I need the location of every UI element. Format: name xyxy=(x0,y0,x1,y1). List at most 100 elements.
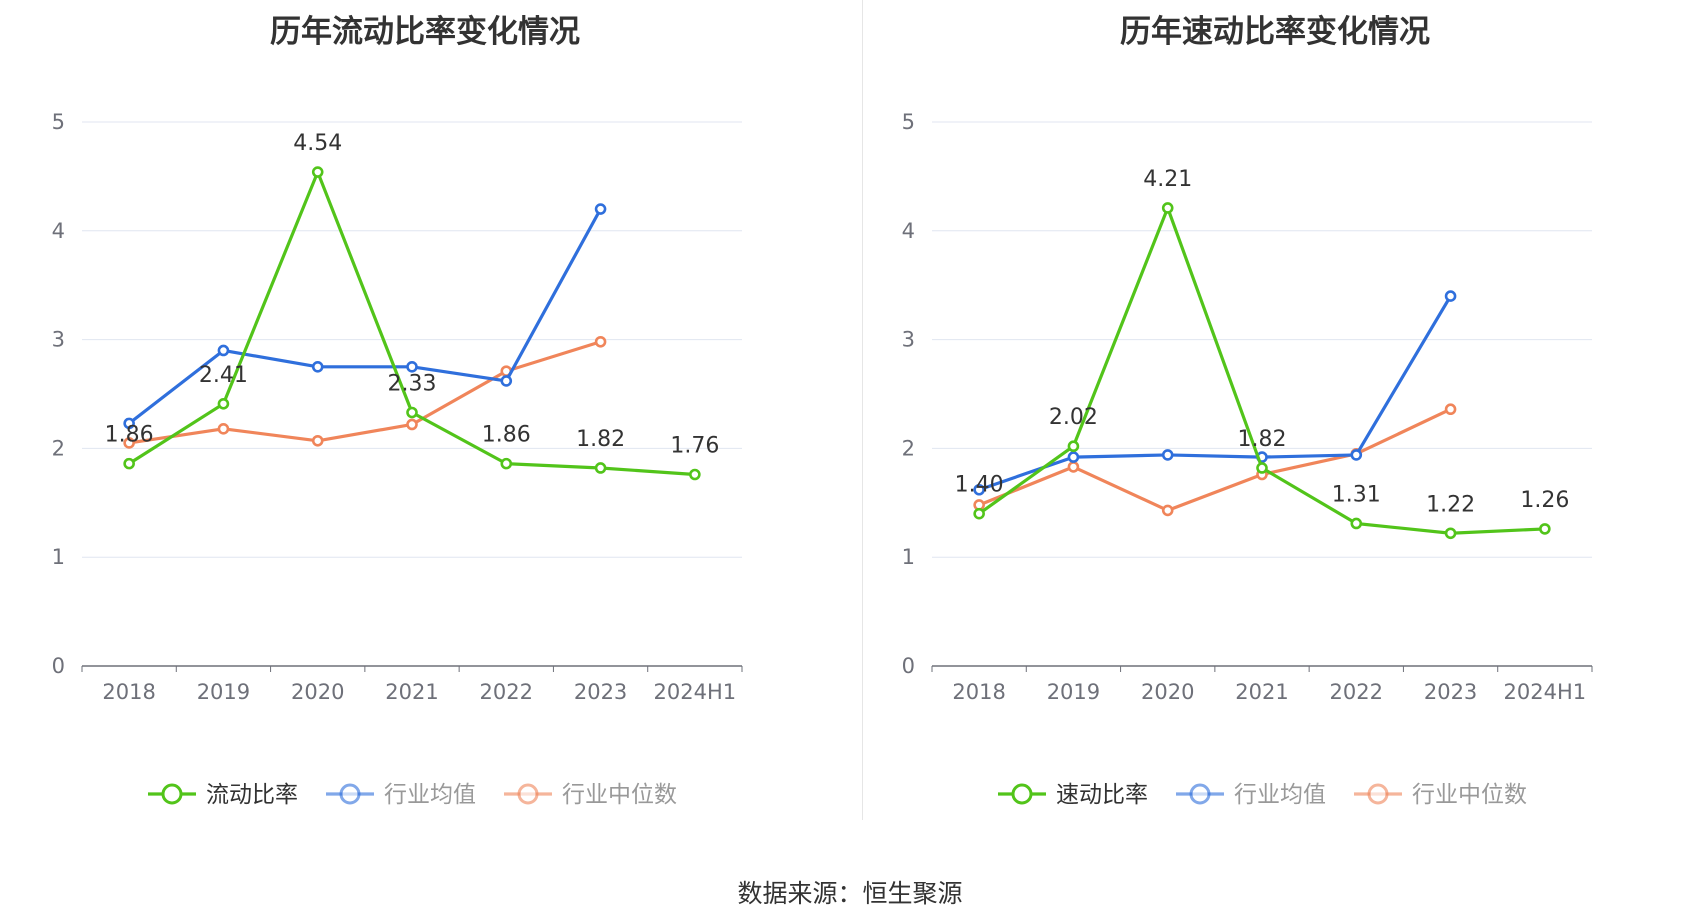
legend-label: 行业均值 xyxy=(384,782,476,808)
data-point xyxy=(123,437,135,449)
data-label: 2.02 xyxy=(1049,405,1098,430)
series-line xyxy=(978,407,1452,513)
legend-item: 流动比率 xyxy=(148,782,298,808)
data-label: 4.21 xyxy=(1143,167,1192,192)
data-point xyxy=(1067,451,1080,463)
x-tick-label: 2022 xyxy=(1330,680,1383,704)
data-point xyxy=(1444,527,1457,540)
x-tick-label: 2018 xyxy=(102,680,155,704)
y-tick-label: 0 xyxy=(52,654,65,678)
data-point xyxy=(311,434,324,447)
legend-item: 行业均值 xyxy=(1176,782,1326,808)
legend-label: 行业中位数 xyxy=(1412,782,1527,808)
data-point xyxy=(311,166,324,178)
x-tick-label: 2021 xyxy=(385,680,438,704)
data-label: 1.22 xyxy=(1426,492,1475,517)
legend-label: 流动比率 xyxy=(206,782,298,808)
legend-item: 行业中位数 xyxy=(504,782,677,808)
y-tick-label: 1 xyxy=(52,545,65,569)
legend-swatch-marker xyxy=(1189,783,1211,805)
x-tick-label: 2020 xyxy=(291,680,344,704)
data-point xyxy=(217,423,230,435)
data-point xyxy=(217,397,230,410)
data-point xyxy=(1161,504,1174,517)
data-label: 1.31 xyxy=(1332,482,1381,507)
chart-title: 历年流动比率变化情况 xyxy=(270,14,580,50)
series-line xyxy=(128,208,602,425)
data-point xyxy=(1161,202,1174,214)
x-tick-label: 2023 xyxy=(1424,680,1477,704)
y-tick-label: 5 xyxy=(52,110,65,134)
data-point xyxy=(1444,290,1457,302)
x-tick-label: 2022 xyxy=(480,680,533,704)
y-tick-label: 4 xyxy=(902,219,915,243)
legend-item: 速动比率 xyxy=(998,782,1148,808)
data-label: 1.76 xyxy=(670,434,719,459)
legend-label: 速动比率 xyxy=(1056,782,1148,808)
data-point xyxy=(1256,462,1268,474)
legend-item: 行业均值 xyxy=(326,782,476,808)
data-label: 1.82 xyxy=(576,427,625,452)
series-line xyxy=(978,295,1452,492)
x-tick-label: 2019 xyxy=(1047,680,1100,704)
data-point xyxy=(217,344,230,357)
y-tick-label: 1 xyxy=(902,545,915,569)
legend-swatch-marker xyxy=(161,783,183,805)
chart-divider xyxy=(862,0,863,820)
x-tick-label: 2024H1 xyxy=(1504,680,1587,704)
y-tick-label: 2 xyxy=(52,436,65,460)
series-line xyxy=(978,206,1545,535)
current-ratio-chart: 历年流动比率变化情况 0 1 2 3 4 5 2018 2019 2020 2021 2022 202… xyxy=(0,0,850,830)
data-label: 2.33 xyxy=(388,371,437,396)
y-tick-label: 3 xyxy=(52,328,65,352)
data-point xyxy=(1444,403,1457,416)
data-point xyxy=(123,417,135,430)
data-point xyxy=(1539,523,1551,535)
x-tick-label: 2019 xyxy=(197,680,250,704)
data-point xyxy=(123,457,135,470)
data-point xyxy=(406,418,418,431)
chart-title: 历年速动比率变化情况 xyxy=(1120,14,1430,50)
data-point xyxy=(311,360,324,373)
x-tick-label: 2020 xyxy=(1141,680,1194,704)
data-label: 4.54 xyxy=(293,131,342,156)
legend-swatch-marker xyxy=(1367,783,1389,805)
legend-label: 行业均值 xyxy=(1234,782,1326,808)
data-point xyxy=(406,406,418,419)
data-point xyxy=(1350,517,1363,530)
data-point xyxy=(594,203,607,215)
data-point xyxy=(973,507,985,520)
data-label: 1.40 xyxy=(955,473,1004,498)
data-point xyxy=(689,468,701,481)
legend-item: 行业中位数 xyxy=(1354,782,1527,808)
y-tick-label: 3 xyxy=(902,328,915,352)
data-point xyxy=(1350,449,1363,461)
data-label: 2.41 xyxy=(199,363,248,388)
y-tick-label: 4 xyxy=(52,219,65,243)
quick-ratio-chart: 历年速动比率变化情况 0 1 2 3 4 5 2018 2019 2020 2021 2022 202… xyxy=(850,0,1700,830)
legend-label: 行业中位数 xyxy=(562,782,677,808)
series-line xyxy=(128,340,602,445)
data-point xyxy=(1067,461,1080,473)
data-point xyxy=(594,335,607,348)
y-tick-label: 5 xyxy=(902,110,915,134)
data-point xyxy=(500,457,513,470)
data-point xyxy=(1067,440,1080,453)
x-tick-label: 2023 xyxy=(574,680,627,704)
current-ratio-plot: 0 1 2 3 4 5 2018 2019 2020 2021 2022 2023 2024H1 1.86… xyxy=(52,110,743,808)
data-point xyxy=(594,462,607,474)
data-point xyxy=(973,483,985,496)
y-tick-label: 0 xyxy=(902,654,915,678)
legend-swatch-marker xyxy=(339,783,361,805)
data-label: 1.86 xyxy=(482,423,531,448)
data-point xyxy=(406,360,418,373)
y-tick-label: 2 xyxy=(902,436,915,460)
x-tick-label: 2018 xyxy=(952,680,1005,704)
data-label: 1.82 xyxy=(1238,427,1287,452)
legend-swatch-marker xyxy=(517,783,539,805)
data-point xyxy=(1161,449,1174,461)
data-source: 数据来源：恒生聚源 xyxy=(737,879,963,908)
data-label: 1.86 xyxy=(105,423,154,448)
quick-ratio-plot: 0 1 2 3 4 5 2018 2019 2020 2021 2022 2023 2024H1 1.40… xyxy=(902,110,1593,808)
data-label: 1.26 xyxy=(1520,488,1569,513)
